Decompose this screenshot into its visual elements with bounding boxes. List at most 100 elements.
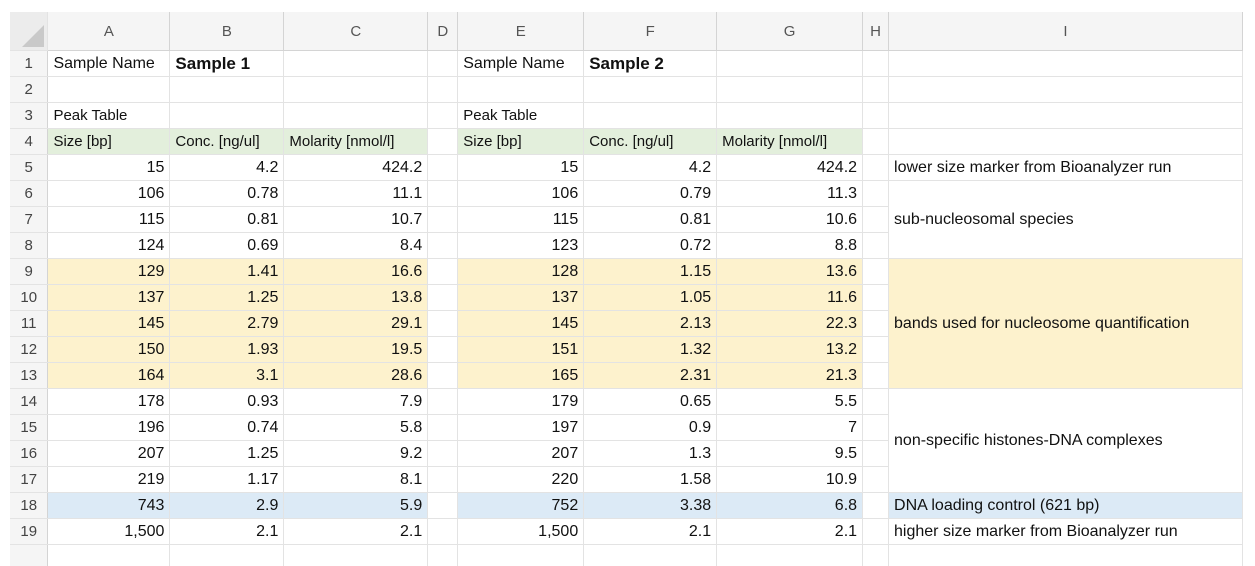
cell-a14[interactable]: 178 (47, 388, 171, 415)
cell-f5[interactable]: 4.2 (583, 154, 718, 181)
cell-b5[interactable]: 4.2 (169, 154, 285, 181)
row-header-10[interactable]: 10 (10, 284, 49, 311)
column-header-d[interactable]: D (427, 12, 459, 51)
cell-f12[interactable]: 1.32 (583, 336, 718, 363)
column-header-c[interactable]: C (283, 12, 429, 51)
cell-f19[interactable]: 2.1 (583, 518, 718, 545)
column-header-h[interactable]: H (862, 12, 890, 51)
cell-f18[interactable]: 3.38 (583, 492, 718, 519)
cell-f11[interactable]: 2.13 (583, 310, 718, 337)
cell-d16[interactable] (427, 440, 459, 467)
cell-h2[interactable] (862, 76, 890, 103)
cell-e9[interactable]: 128 (457, 258, 585, 285)
cell-i3[interactable] (888, 102, 1243, 129)
column-header-g[interactable]: G (716, 12, 864, 51)
cell-a13[interactable]: 164 (47, 362, 171, 389)
cell-d11[interactable] (427, 310, 459, 337)
cell-row20-2[interactable] (283, 544, 429, 566)
row-header-8[interactable]: 8 (10, 232, 49, 259)
cell-d1[interactable] (427, 50, 459, 77)
cell-g15[interactable]: 7 (716, 414, 864, 441)
cell-a19[interactable]: 1,500 (47, 518, 171, 545)
cell-g16[interactable]: 9.5 (716, 440, 864, 467)
cell-c7[interactable]: 10.7 (283, 206, 429, 233)
cell-e10[interactable]: 137 (457, 284, 585, 311)
cell-e2[interactable] (457, 76, 585, 103)
cell-c18[interactable]: 5.9 (283, 492, 429, 519)
cell-f9[interactable]: 1.15 (583, 258, 718, 285)
cell-c19[interactable]: 2.1 (283, 518, 429, 545)
row-header-19[interactable]: 19 (10, 518, 49, 545)
cell-g1[interactable] (716, 50, 864, 77)
cell-row20-5[interactable] (583, 544, 718, 566)
cell-e8[interactable]: 123 (457, 232, 585, 259)
cell-h1[interactable] (862, 50, 890, 77)
cell-d13[interactable] (427, 362, 459, 389)
cell-c10[interactable]: 13.8 (283, 284, 429, 311)
cell-h3[interactable] (862, 102, 890, 129)
cell-h15[interactable] (862, 414, 890, 441)
cell-a1[interactable]: Sample Name (47, 50, 171, 77)
cell-a18[interactable]: 743 (47, 492, 171, 519)
row-header-5[interactable]: 5 (10, 154, 49, 181)
cell-e7[interactable]: 115 (457, 206, 585, 233)
cell-i4[interactable] (888, 128, 1243, 155)
cell-e6[interactable]: 106 (457, 180, 585, 207)
cell-c12[interactable]: 19.5 (283, 336, 429, 363)
cell-b6[interactable]: 0.78 (169, 180, 285, 207)
cell-e15[interactable]: 197 (457, 414, 585, 441)
cell-e4[interactable]: Size [bp] (457, 128, 585, 155)
cell-b19[interactable]: 2.1 (169, 518, 285, 545)
cell-row20-1[interactable] (169, 544, 285, 566)
cell-f10[interactable]: 1.05 (583, 284, 718, 311)
cell-b9[interactable]: 1.41 (169, 258, 285, 285)
cell-g4[interactable]: Molarity [nmol/l] (716, 128, 864, 155)
cell-d14[interactable] (427, 388, 459, 415)
select-all-corner[interactable] (10, 12, 49, 51)
cell-a4[interactable]: Size [bp] (47, 128, 171, 155)
cell-a6[interactable]: 106 (47, 180, 171, 207)
cell-b10[interactable]: 1.25 (169, 284, 285, 311)
row-header-2[interactable]: 2 (10, 76, 49, 103)
cell-a11[interactable]: 145 (47, 310, 171, 337)
cell-d17[interactable] (427, 466, 459, 493)
cell-h18[interactable] (862, 492, 890, 519)
cell-g17[interactable]: 10.9 (716, 466, 864, 493)
cell-h13[interactable] (862, 362, 890, 389)
cell-a9[interactable]: 129 (47, 258, 171, 285)
cell-d3[interactable] (427, 102, 459, 129)
cell-e18[interactable]: 752 (457, 492, 585, 519)
cell-a8[interactable]: 124 (47, 232, 171, 259)
cell-h17[interactable] (862, 466, 890, 493)
cell-b8[interactable]: 0.69 (169, 232, 285, 259)
cell-i19[interactable]: higher size marker from Bioanalyzer run (888, 518, 1243, 545)
cell-h12[interactable] (862, 336, 890, 363)
cell-h8[interactable] (862, 232, 890, 259)
cell-g7[interactable]: 10.6 (716, 206, 864, 233)
cell-a2[interactable] (47, 76, 171, 103)
cell-g2[interactable] (716, 76, 864, 103)
cell-a7[interactable]: 115 (47, 206, 171, 233)
cell-e19[interactable]: 1,500 (457, 518, 585, 545)
cell-e12[interactable]: 151 (457, 336, 585, 363)
cell-f17[interactable]: 1.58 (583, 466, 718, 493)
cell-d6[interactable] (427, 180, 459, 207)
cell-b18[interactable]: 2.9 (169, 492, 285, 519)
cell-a12[interactable]: 150 (47, 336, 171, 363)
cell-f16[interactable]: 1.3 (583, 440, 718, 467)
cell-f8[interactable]: 0.72 (583, 232, 718, 259)
cell-i5[interactable]: lower size marker from Bioanalyzer run (888, 154, 1243, 181)
cell-b2[interactable] (169, 76, 285, 103)
cell-b7[interactable]: 0.81 (169, 206, 285, 233)
row-header-14[interactable]: 14 (10, 388, 49, 415)
cell-d12[interactable] (427, 336, 459, 363)
cell-row20-4[interactable] (457, 544, 585, 566)
cell-b1[interactable]: Sample 1 (169, 50, 285, 77)
cell-d8[interactable] (427, 232, 459, 259)
cell-f6[interactable]: 0.79 (583, 180, 718, 207)
column-header-b[interactable]: B (169, 12, 285, 51)
cell-h19[interactable] (862, 518, 890, 545)
cell-c4[interactable]: Molarity [nmol/l] (283, 128, 429, 155)
cell-d5[interactable] (427, 154, 459, 181)
cell-c9[interactable]: 16.6 (283, 258, 429, 285)
